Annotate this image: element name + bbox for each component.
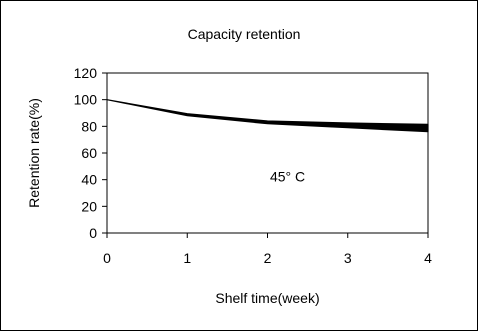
plot-area	[106, 72, 429, 234]
y-tick-label-0: 0	[89, 225, 97, 241]
x-tick-label-0: 0	[103, 250, 111, 266]
y-tick-label-100: 100	[74, 92, 98, 108]
series-band-0	[106, 99, 429, 133]
x-tick-label-1: 1	[183, 250, 191, 266]
plot-frame	[106, 72, 429, 234]
series-band-layer	[106, 99, 429, 133]
y-tick-label-20: 20	[81, 198, 97, 214]
y-axis: 0 20 40 60 80 100 120	[74, 65, 107, 241]
x-tick-label-2: 2	[264, 250, 272, 266]
x-axis: 0 1 2 3 4	[103, 233, 432, 266]
x-tick-label-3: 3	[344, 250, 352, 266]
y-tick-label-40: 40	[81, 172, 97, 188]
x-tick-label-4: 4	[424, 250, 432, 266]
y-tick-label-120: 120	[74, 65, 98, 81]
y-tick-label-80: 80	[81, 118, 97, 134]
y-axis-label: Retention rate(%)	[26, 98, 42, 208]
chart-title: Capacity retention	[188, 26, 301, 42]
temperature-annotation: 45° C	[270, 169, 305, 185]
x-axis-label: Shelf time(week)	[215, 290, 319, 306]
y-tick-label-60: 60	[81, 145, 97, 161]
